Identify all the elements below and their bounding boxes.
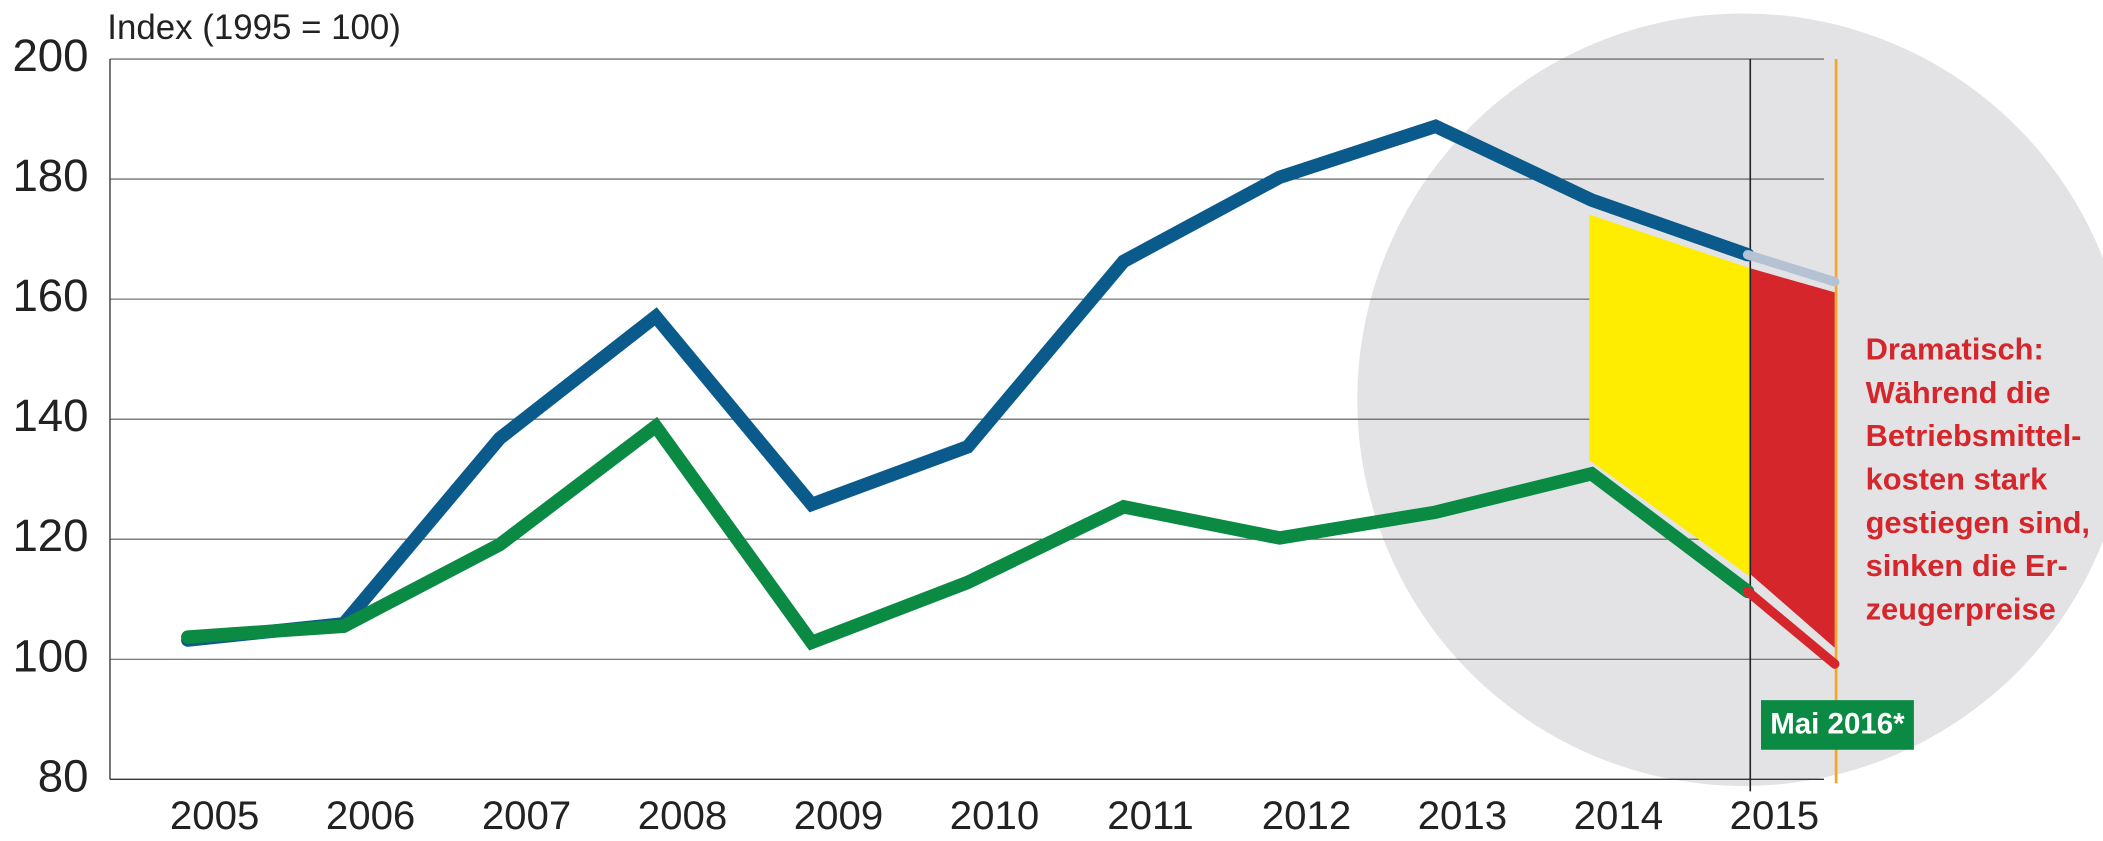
x-tick-label: 2015: [1730, 793, 1819, 838]
y-tick-label: 140: [12, 390, 88, 441]
annotation-line: Während die: [1866, 375, 2051, 410]
annotation-line: Betriebsmittel-: [1866, 418, 2082, 453]
x-tick-label: 2012: [1262, 793, 1351, 838]
annotation-line: kosten stark: [1866, 462, 2048, 497]
y-axis-label: Index (1995 = 100): [107, 8, 401, 47]
x-tick-label: 2008: [638, 793, 727, 838]
line-extension: [1742, 586, 1840, 669]
x-tick-label: 2009: [794, 793, 883, 838]
x-tick-label: 2014: [1574, 793, 1663, 838]
y-tick-label: 180: [12, 150, 88, 201]
x-tick-label: 2005: [170, 793, 259, 838]
x-tick-label: 2010: [950, 793, 1039, 838]
shading-red: [1750, 268, 1835, 648]
x-tick-label: Mai 2016*: [1770, 707, 1905, 740]
line-extension: [1742, 250, 1840, 287]
category-box: [1760, 700, 1914, 750]
x-tick-label: 2007: [482, 793, 571, 838]
x-tick-label: 2006: [326, 793, 415, 838]
y-tick-label: 120: [12, 510, 88, 561]
y-tick-label: 160: [12, 270, 88, 321]
annotation-line: sinken die Er-: [1866, 548, 2068, 583]
annotation-line: gestiegen sind,: [1866, 505, 2090, 540]
y-tick-label: 80: [38, 750, 89, 801]
annotation-line: zeugerpreise: [1866, 591, 2056, 626]
line-series: [181, 119, 1755, 647]
x-tick-label: 2013: [1418, 793, 1507, 838]
y-tick-label: 200: [12, 30, 88, 81]
annotation-line: Dramatisch:: [1866, 332, 2044, 367]
y-tick-label: 100: [12, 630, 88, 681]
shading-yellow: [1589, 214, 1751, 577]
line-series: [181, 416, 1755, 651]
x-tick-label: 2011: [1107, 793, 1194, 838]
